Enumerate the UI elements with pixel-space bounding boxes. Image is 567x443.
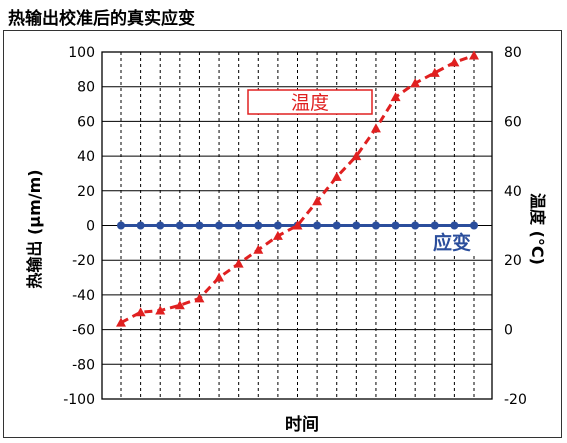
chart-frame bbox=[3, 30, 562, 438]
left-tick-label: 0 bbox=[86, 219, 95, 235]
plot-border bbox=[101, 51, 493, 400]
data-point bbox=[272, 230, 283, 240]
right-tick-label: 0 bbox=[504, 323, 513, 339]
temperature-legend-label: 温度 bbox=[291, 92, 329, 114]
data-point bbox=[215, 221, 224, 230]
left-tick-label: 20 bbox=[77, 184, 95, 200]
data-point bbox=[332, 221, 341, 230]
data-point bbox=[117, 221, 125, 230]
data-point bbox=[175, 221, 184, 230]
left-tick-label: 40 bbox=[77, 149, 95, 165]
right-tick-label: 60 bbox=[504, 114, 522, 130]
axes bbox=[101, 51, 493, 400]
data-point bbox=[273, 221, 282, 230]
data-point bbox=[116, 317, 126, 327]
data-point bbox=[391, 221, 400, 230]
data-point bbox=[156, 221, 165, 230]
right-tick-label: 20 bbox=[504, 253, 522, 269]
data-point bbox=[292, 220, 303, 230]
data-point bbox=[410, 78, 421, 88]
left-tick-labels: 100 80 60 40 20 0 -20 -40 -60 -80 -100 bbox=[63, 45, 95, 408]
left-tick-label: -20 bbox=[72, 253, 95, 269]
data-point bbox=[214, 272, 225, 282]
data-point bbox=[352, 221, 361, 230]
data-point bbox=[254, 221, 263, 230]
data-point bbox=[429, 67, 440, 77]
data-point bbox=[450, 221, 459, 230]
strain-legend-label: 应变 bbox=[433, 231, 471, 254]
data-point bbox=[195, 221, 204, 230]
data-point bbox=[312, 196, 323, 206]
data-point bbox=[234, 221, 243, 230]
data-point bbox=[390, 92, 401, 102]
chart-title: 热输出校准后的真实应变 bbox=[8, 9, 195, 29]
left-tick-label: -40 bbox=[72, 288, 95, 304]
series-layer bbox=[116, 50, 479, 327]
data-point bbox=[470, 221, 478, 230]
data-point bbox=[370, 123, 381, 133]
data-point bbox=[371, 221, 380, 230]
data-point bbox=[174, 300, 185, 310]
left-tick-label: -100 bbox=[63, 392, 95, 408]
left-tick-label: 60 bbox=[77, 114, 95, 130]
temperature-legend-box bbox=[247, 89, 373, 115]
data-point bbox=[155, 305, 166, 315]
data-point bbox=[351, 151, 362, 161]
data-point bbox=[194, 293, 205, 303]
data-point bbox=[331, 171, 342, 181]
left-tick-label: -80 bbox=[72, 357, 95, 373]
data-point bbox=[135, 307, 146, 317]
right-tick-labels: 80 60 40 20 0 -20 bbox=[504, 45, 527, 408]
right-tick-label: -20 bbox=[504, 392, 527, 408]
data-point bbox=[449, 57, 460, 67]
y-axis-label-right: 温度 (°C) bbox=[528, 192, 547, 265]
data-point bbox=[469, 50, 479, 60]
left-tick-label: 100 bbox=[68, 45, 95, 61]
left-tick-label: 80 bbox=[77, 80, 95, 96]
data-point bbox=[313, 221, 322, 230]
data-point bbox=[233, 258, 244, 268]
y-axis-label-left: 热输出 (μm/m) bbox=[25, 169, 44, 288]
data-point bbox=[411, 221, 420, 230]
right-tick-label: 40 bbox=[504, 184, 522, 200]
series-right bbox=[116, 50, 479, 327]
x-axis-label: 时间 bbox=[285, 414, 319, 435]
left-tick-label: -60 bbox=[72, 323, 95, 339]
strain-legend-bg bbox=[428, 231, 476, 253]
data-point bbox=[136, 221, 145, 230]
data-point bbox=[253, 244, 264, 254]
data-point bbox=[430, 221, 439, 230]
right-tick-label: 80 bbox=[504, 45, 522, 61]
